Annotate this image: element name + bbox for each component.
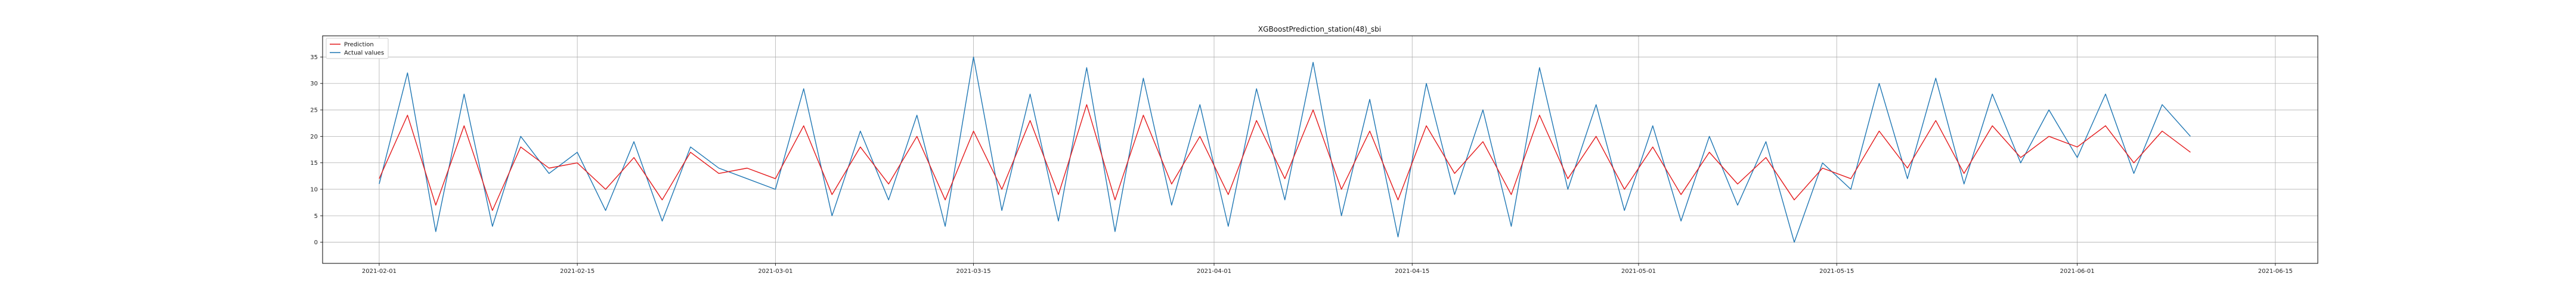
legend: Prediction Actual values bbox=[326, 38, 389, 59]
y-tick-label: 25 bbox=[310, 108, 318, 114]
y-tick-label: 5 bbox=[314, 213, 318, 220]
legend-label-prediction: Prediction bbox=[344, 42, 374, 48]
x-tick-label: 2021-06-01 bbox=[2060, 268, 2095, 275]
x-tick-label: 2021-05-01 bbox=[1621, 268, 1656, 275]
chart-title: XGBoostPrediction_station(48)_sbi bbox=[1258, 25, 1381, 33]
y-tick-label: 35 bbox=[310, 54, 318, 61]
x-axis: 2021-02-01 2021-02-15 2021-03-01 2021-03-15… bbox=[362, 263, 2293, 275]
y-tick-label: 20 bbox=[310, 134, 318, 140]
x-tick-label: 2021-03-01 bbox=[758, 268, 792, 275]
y-axis: 0 5 10 15 20 25 30 35 bbox=[310, 54, 323, 246]
x-tick-label: 2021-02-15 bbox=[560, 268, 595, 275]
x-tick-label: 2021-04-01 bbox=[1197, 268, 1231, 275]
x-tick-label: 2021-06-15 bbox=[2258, 268, 2293, 275]
legend-label-actual-values: Actual values bbox=[344, 50, 384, 57]
series-line-actual-values bbox=[379, 56, 2191, 243]
plot-frame bbox=[322, 35, 2318, 264]
x-tick-label: 2021-02-01 bbox=[362, 268, 397, 275]
x-tick-label: 2021-05-15 bbox=[1819, 268, 1854, 275]
legend-box bbox=[326, 38, 389, 59]
y-tick-label: 0 bbox=[314, 239, 318, 246]
x-tick-label: 2021-04-15 bbox=[1395, 268, 1429, 275]
series-layer bbox=[379, 56, 2191, 243]
y-tick-label: 30 bbox=[310, 81, 318, 87]
grid bbox=[323, 36, 2318, 263]
y-tick-label: 10 bbox=[310, 186, 318, 193]
x-tick-label: 2021-03-15 bbox=[956, 268, 991, 275]
series-line-prediction bbox=[379, 104, 2191, 211]
y-tick-label: 15 bbox=[310, 160, 318, 167]
